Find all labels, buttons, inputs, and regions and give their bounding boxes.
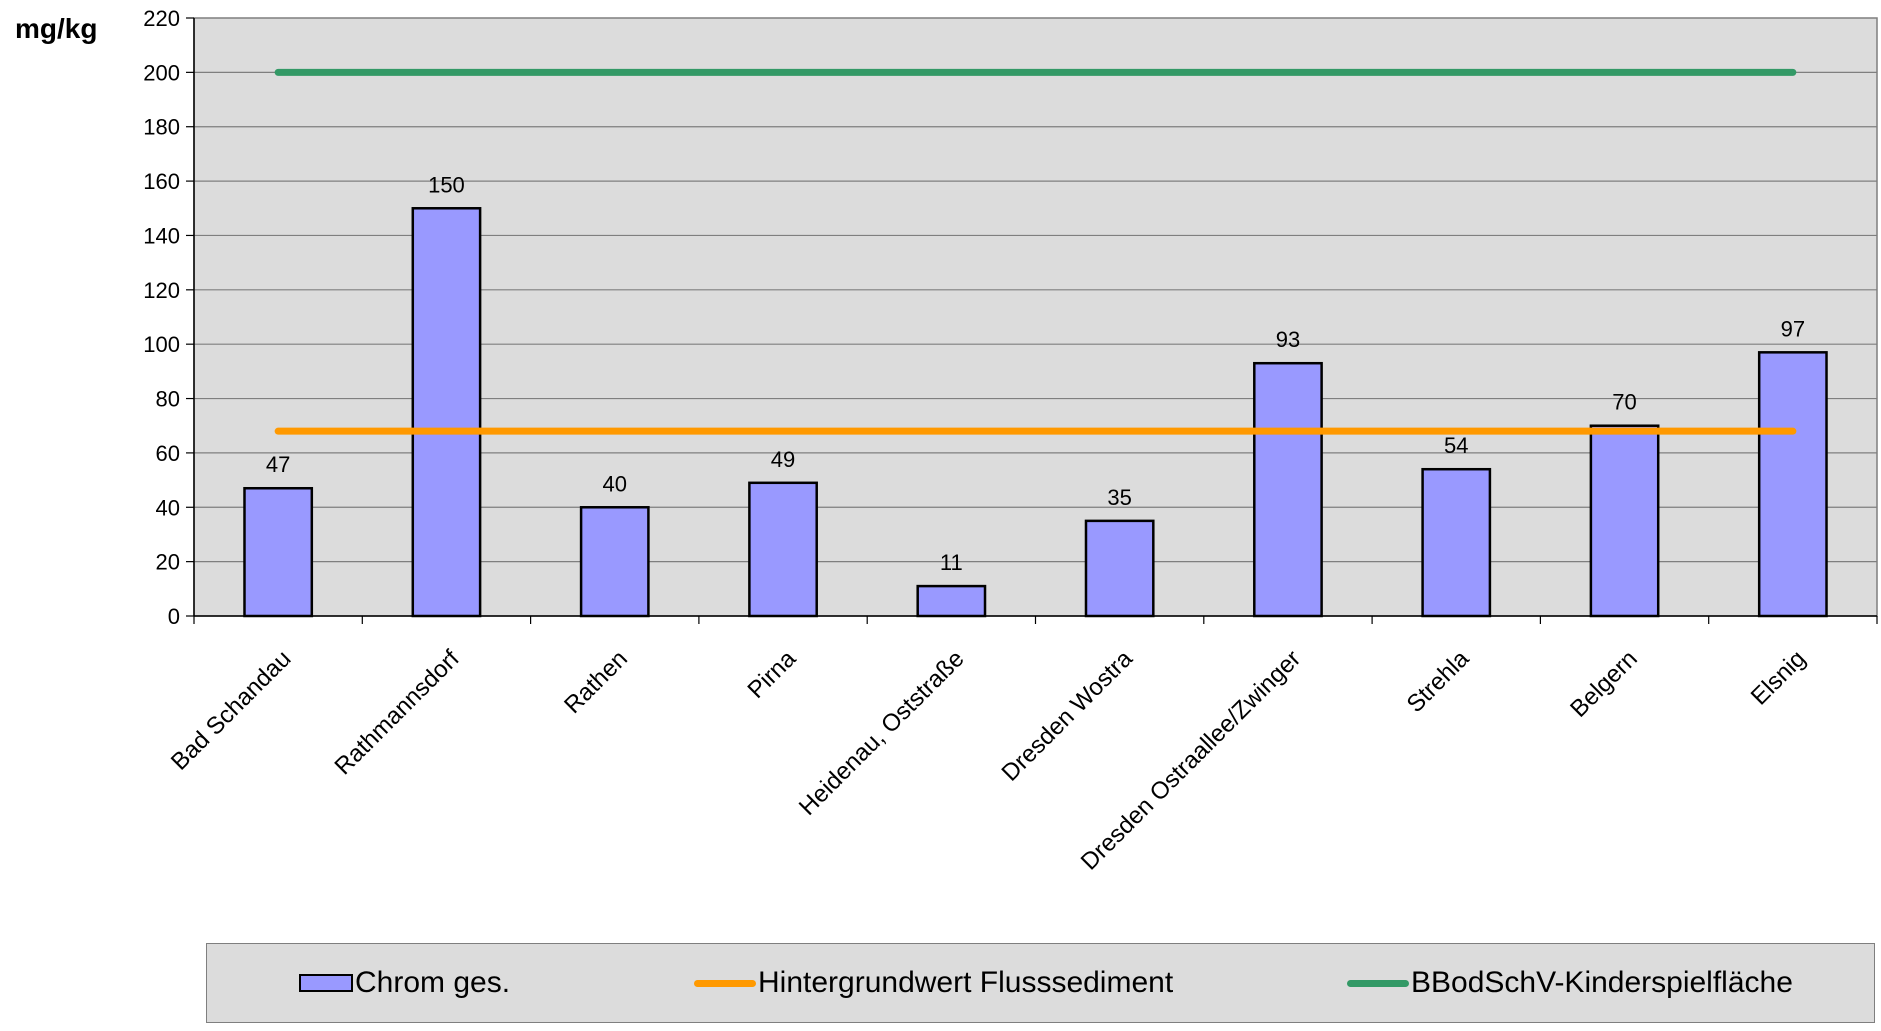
y-tick-label: 0 <box>168 604 180 629</box>
bar <box>243 486 314 618</box>
bar-value-label: 97 <box>1781 316 1805 341</box>
x-category-label: Dresden Wostra <box>996 645 1138 787</box>
x-category-label: Strehla <box>1402 645 1475 718</box>
bar-value-label: 93 <box>1276 327 1300 352</box>
legend-label-hintergrundwert: Hintergrundwert Flusssediment <box>758 966 1174 999</box>
y-tick-label: 200 <box>143 60 180 85</box>
x-category-label: Elsnig <box>1746 645 1811 710</box>
reference-lines <box>274 68 1797 435</box>
y-tick-label: 100 <box>143 332 180 357</box>
bar <box>411 207 482 618</box>
x-category-label: Pirna <box>743 645 802 704</box>
y-axis-unit-label: mg/kg <box>15 13 97 44</box>
legend: Chrom ges. Hintergrundwert Flusssediment… <box>206 943 1875 1023</box>
bar <box>1589 424 1660 618</box>
legend-swatch-bar <box>299 974 353 992</box>
legend-item-chrom: Chrom ges. <box>299 944 510 1022</box>
x-category-label: Belgern <box>1565 645 1643 723</box>
bar-value-label: 54 <box>1444 433 1468 458</box>
bar-value-label: 70 <box>1612 390 1636 415</box>
data-labels: 47 150 40 49 11 35 93 54 70 97 <box>266 172 1805 575</box>
legend-label-bbodschv: BBodSchV-Kinderspielfläche <box>1411 966 1793 999</box>
bar <box>748 481 818 618</box>
bar <box>1253 361 1323 618</box>
y-tick-label: 80 <box>156 387 180 412</box>
legend-label-chrom: Chrom ges. <box>355 966 511 999</box>
bar-value-label: 11 <box>940 550 963 575</box>
y-tick-label: 20 <box>156 550 180 575</box>
bar-value-label: 49 <box>771 447 795 472</box>
bar-value-label: 40 <box>603 471 627 496</box>
y-tick-label: 60 <box>156 441 180 466</box>
y-tick-label: 160 <box>143 169 180 194</box>
y-tick-label: 40 <box>156 495 180 520</box>
bar <box>579 506 650 618</box>
bar <box>1757 351 1828 618</box>
bar-value-label: 150 <box>428 172 465 197</box>
y-tick-label: 180 <box>143 115 180 140</box>
bar <box>916 584 987 618</box>
bar-value-label: 47 <box>266 452 290 477</box>
legend-swatch-orange-line <box>694 979 756 987</box>
bar-value-label: 35 <box>1107 485 1131 510</box>
y-tick-label: 140 <box>143 223 180 248</box>
legend-item-bbodschv: BBodSchV-Kinderspielfläche <box>1347 944 1793 1022</box>
y-tick-label: 220 <box>143 6 180 31</box>
x-category-label: Rathen <box>559 645 633 719</box>
legend-swatch-green-line <box>1347 979 1409 987</box>
y-tick-label: 120 <box>143 278 180 303</box>
x-category-label: Rathmannsdorf <box>330 645 465 780</box>
x-category-label: Heidenau, Oststraße <box>794 645 970 821</box>
bar <box>1084 519 1155 618</box>
x-category-label: Bad Schandau <box>166 645 296 775</box>
legend-item-hintergrundwert: Hintergrundwert Flusssediment <box>694 944 1173 1022</box>
bar <box>1421 467 1492 618</box>
